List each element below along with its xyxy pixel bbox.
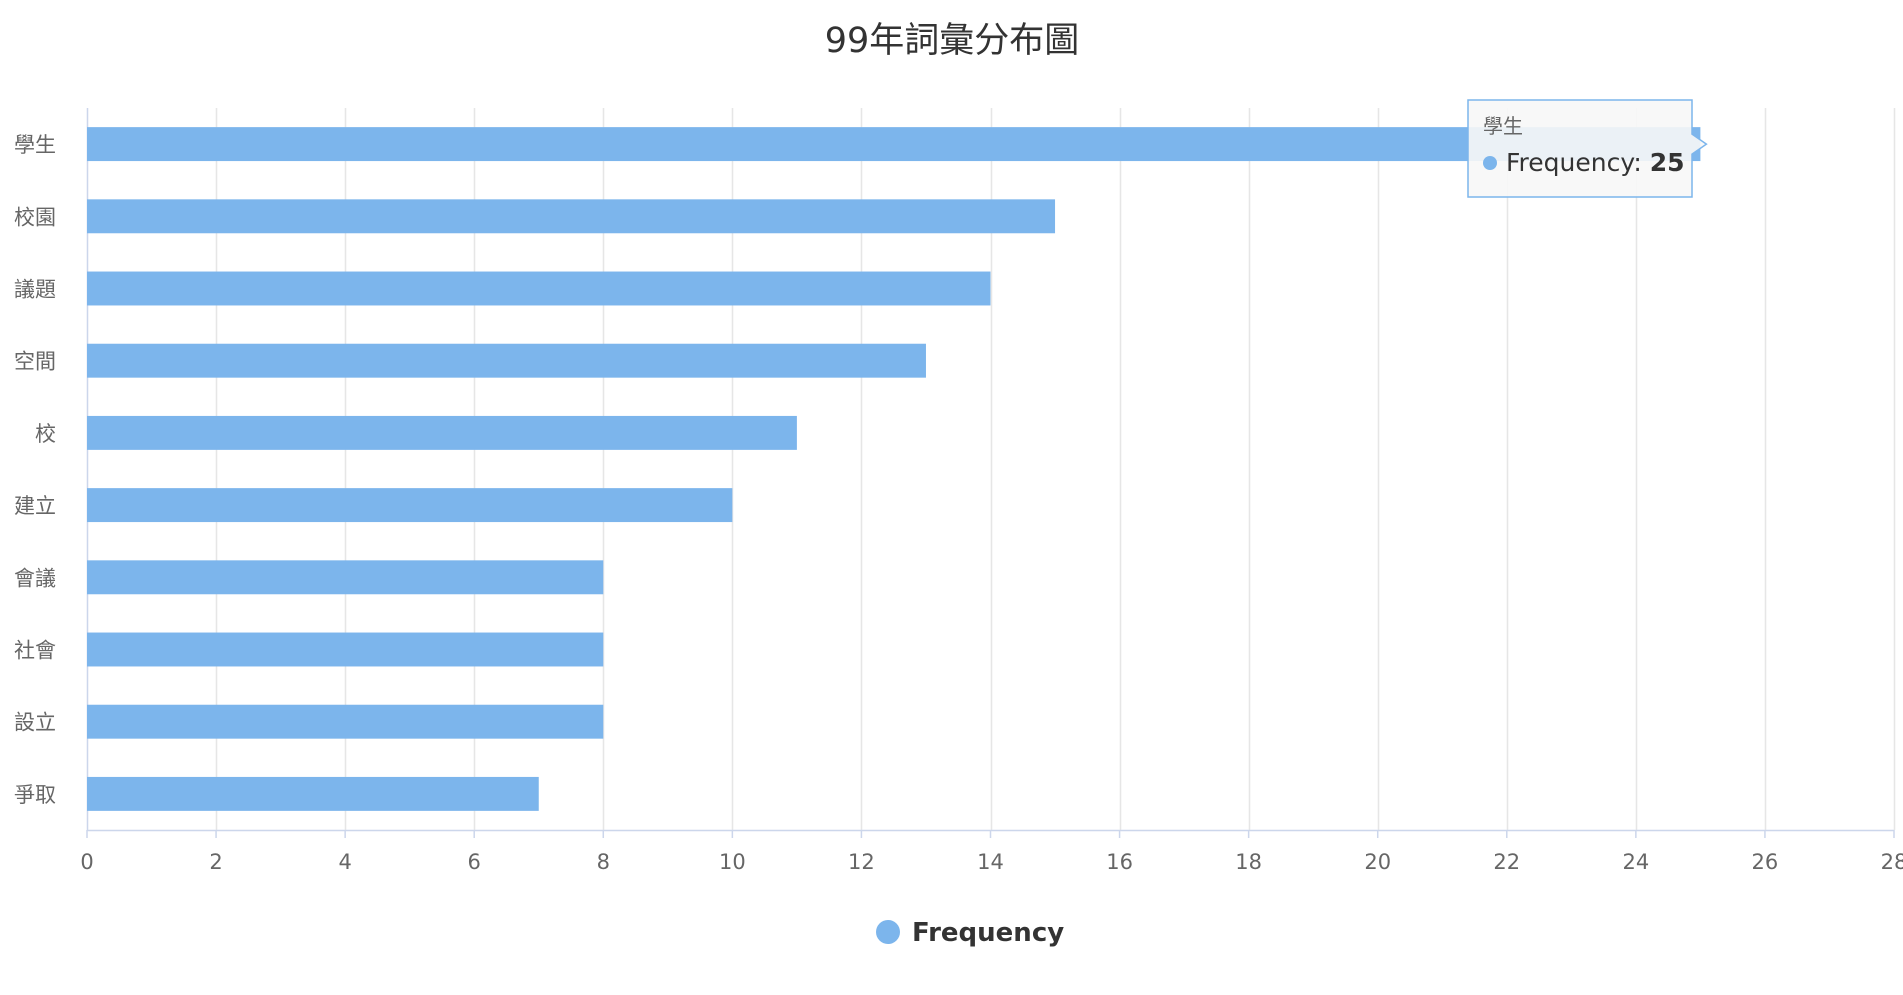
x-tick-label: 26	[1752, 850, 1779, 874]
tooltip-category: 學生	[1483, 114, 1523, 138]
bar[interactable]	[87, 199, 1056, 234]
legend-symbol	[876, 920, 900, 944]
x-tick-label: 12	[848, 850, 875, 874]
category-label: 設立	[14, 711, 56, 735]
x-tick-label: 2	[209, 850, 222, 874]
x-tick-label: 14	[977, 850, 1004, 874]
tooltip-symbol	[1483, 156, 1497, 170]
tooltip-box	[1467, 99, 1708, 198]
legend[interactable]: Frequency	[876, 918, 1064, 948]
x-tick-label: 6	[468, 850, 481, 874]
x-tick-label: 8	[597, 850, 610, 874]
tooltip-value: 25	[1650, 148, 1685, 177]
x-tick-label: 4	[338, 850, 351, 874]
category-label: 校園	[14, 205, 56, 229]
bar[interactable]	[87, 776, 539, 811]
chart-title: 99年詞彙分布圖	[825, 21, 1080, 61]
x-tick-label: 0	[80, 850, 93, 874]
tooltip-separator: :	[1633, 148, 1649, 177]
bar[interactable]	[87, 127, 1701, 162]
x-tick-label: 16	[1106, 850, 1133, 874]
bar[interactable]	[87, 343, 926, 378]
category-label: 空間	[14, 350, 56, 374]
category-label: 議題	[14, 278, 56, 302]
x-tick-label: 20	[1364, 850, 1391, 874]
bar[interactable]	[87, 704, 604, 739]
x-axis-ticks: 0 2 4 6 8 10 12 14 16 18 20 22 24 26 28	[80, 830, 1903, 874]
bar[interactable]	[87, 488, 733, 523]
bars	[87, 127, 1701, 811]
x-tick-label: 28	[1881, 850, 1903, 874]
legend-label: Frequency	[912, 918, 1064, 948]
tooltip-series-name: Frequency	[1506, 148, 1635, 177]
tooltip: 學生 Frequency: 25	[1467, 99, 1708, 198]
category-label: 建立	[14, 494, 56, 518]
category-label: 校	[35, 422, 56, 446]
x-tick-label: 22	[1493, 850, 1520, 874]
bar[interactable]	[87, 415, 797, 450]
bar[interactable]	[87, 632, 604, 667]
bar[interactable]	[87, 560, 604, 595]
x-tick-label: 24	[1622, 850, 1649, 874]
bar[interactable]	[87, 271, 991, 306]
category-label: 社會	[14, 639, 56, 663]
category-label: 學生	[14, 133, 56, 157]
tooltip-series-line: Frequency: 25	[1506, 148, 1685, 177]
x-tick-label: 10	[719, 850, 746, 874]
category-label: 爭取	[14, 783, 56, 807]
x-tick-label: 18	[1235, 850, 1262, 874]
category-label: 會議	[14, 566, 56, 590]
